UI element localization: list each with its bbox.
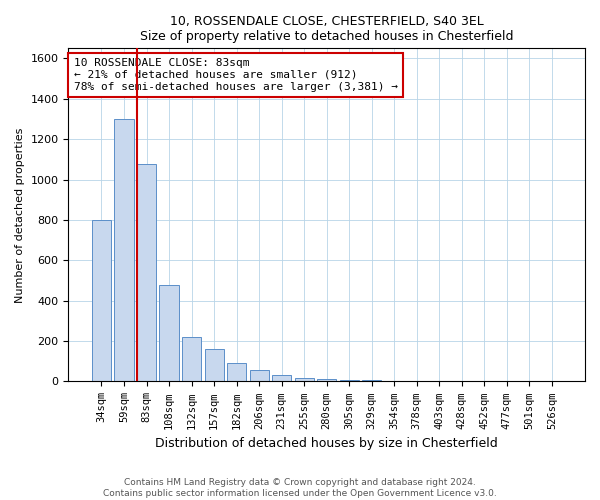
Title: 10, ROSSENDALE CLOSE, CHESTERFIELD, S40 3EL
Size of property relative to detache: 10, ROSSENDALE CLOSE, CHESTERFIELD, S40 … (140, 15, 514, 43)
Bar (340, 380, 359, 382)
Bar (407, 381, 427, 382)
Bar (205, 349, 224, 382)
Bar (115, 119, 134, 382)
Bar (92, 220, 111, 382)
Bar (385, 380, 404, 382)
Bar (250, 370, 269, 382)
Bar (362, 380, 382, 382)
Bar (272, 376, 291, 382)
Y-axis label: Number of detached properties: Number of detached properties (15, 127, 25, 302)
Bar (227, 364, 246, 382)
Bar (317, 379, 336, 382)
X-axis label: Distribution of detached houses by size in Chesterfield: Distribution of detached houses by size … (155, 437, 498, 450)
Bar (182, 337, 201, 382)
Text: Contains HM Land Registry data © Crown copyright and database right 2024.
Contai: Contains HM Land Registry data © Crown c… (103, 478, 497, 498)
Bar (137, 164, 156, 382)
Bar (295, 378, 314, 382)
Text: 10 ROSSENDALE CLOSE: 83sqm
← 21% of detached houses are smaller (912)
78% of sem: 10 ROSSENDALE CLOSE: 83sqm ← 21% of deta… (74, 58, 398, 92)
Bar (160, 284, 179, 382)
